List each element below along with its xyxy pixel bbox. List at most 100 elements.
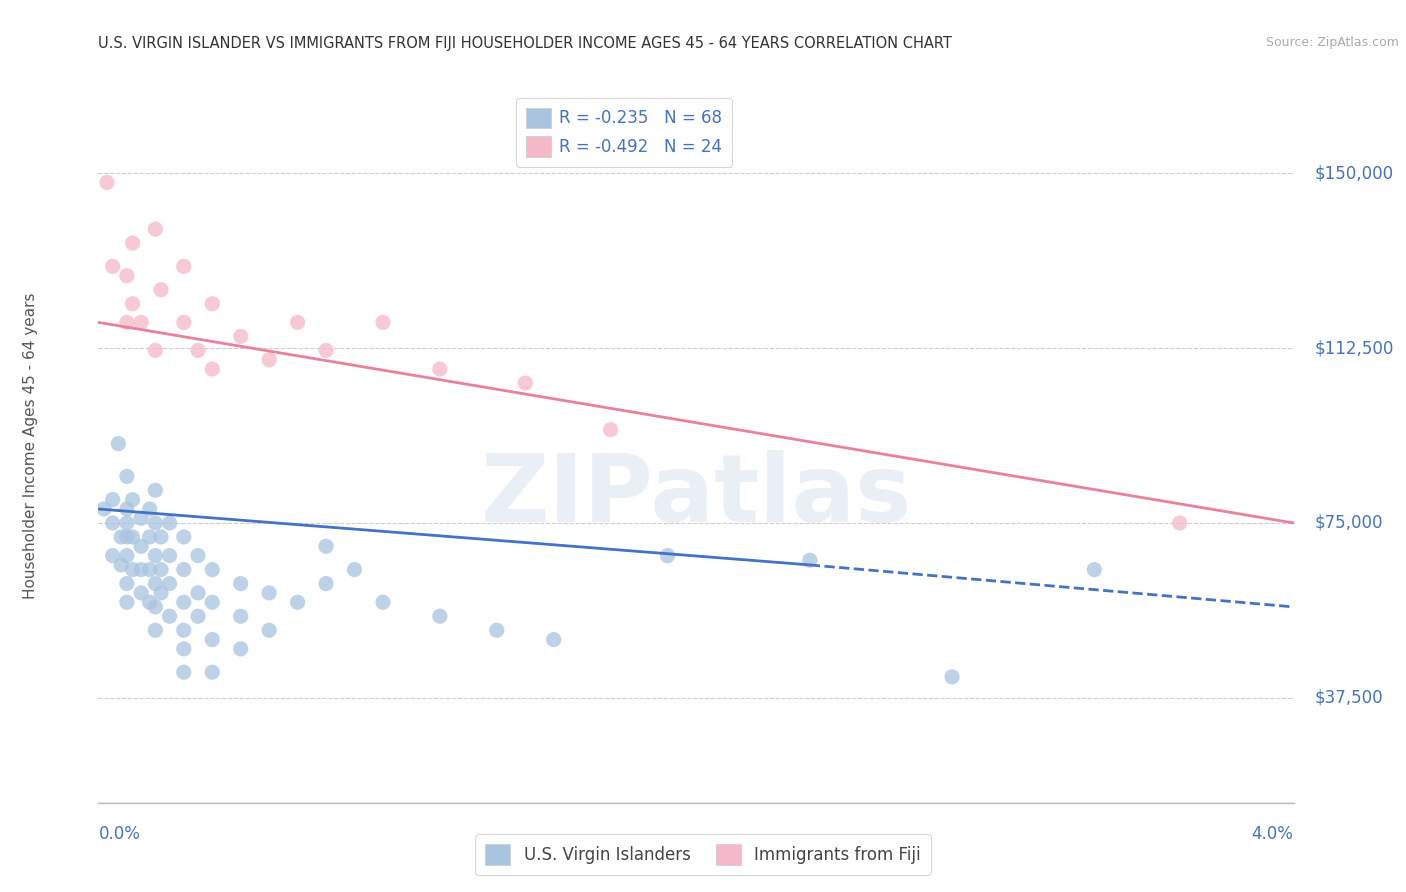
Point (138, 595, 160, 609)
Point (187, 586, 209, 600)
Point (187, 609, 209, 624)
Point (187, 549, 209, 563)
Point (201, 297, 224, 311)
Point (657, 549, 679, 563)
Point (101, 516, 124, 530)
Point (371, 315, 394, 329)
Point (543, 632, 565, 647)
Point (115, 576, 138, 591)
Point (129, 586, 152, 600)
Point (173, 624, 195, 638)
Point (121, 236, 143, 251)
Legend: R = -0.235   N = 68, R = -0.492   N = 24: R = -0.235 N = 68, R = -0.492 N = 24 (516, 97, 733, 167)
Text: $75,000: $75,000 (1315, 514, 1384, 532)
Point (187, 343, 209, 358)
Point (315, 539, 337, 553)
Point (229, 609, 252, 624)
Text: ZIPatlas: ZIPatlas (481, 450, 911, 542)
Point (101, 549, 124, 563)
Point (143, 549, 166, 563)
Point (257, 624, 280, 638)
Legend: U.S. Virgin Islanders, Immigrants from Fiji: U.S. Virgin Islanders, Immigrants from F… (475, 834, 931, 875)
Text: $112,500: $112,500 (1315, 339, 1393, 357)
Point (143, 222, 166, 236)
Point (107, 436, 129, 450)
Point (150, 530, 173, 544)
Point (138, 563, 160, 577)
Point (257, 352, 280, 367)
Point (1168, 516, 1191, 530)
Point (485, 624, 508, 638)
Point (115, 502, 138, 516)
Point (110, 558, 132, 572)
Point (150, 586, 173, 600)
Point (129, 563, 152, 577)
Point (150, 283, 173, 297)
Point (343, 563, 366, 577)
Point (201, 362, 224, 376)
Point (429, 609, 451, 624)
Point (229, 329, 252, 343)
Point (115, 549, 138, 563)
Text: U.S. VIRGIN ISLANDER VS IMMIGRANTS FROM FIJI HOUSEHOLDER INCOME AGES 45 - 64 YEA: U.S. VIRGIN ISLANDER VS IMMIGRANTS FROM … (98, 36, 952, 51)
Point (129, 511, 152, 525)
Point (201, 665, 224, 680)
Point (110, 530, 132, 544)
Point (201, 632, 224, 647)
Point (229, 576, 252, 591)
Point (138, 530, 160, 544)
Point (315, 343, 337, 358)
Point (159, 549, 181, 563)
Point (159, 516, 181, 530)
Point (121, 297, 143, 311)
Point (121, 530, 143, 544)
Point (173, 641, 195, 656)
Point (143, 599, 166, 614)
Point (799, 553, 821, 567)
Point (371, 595, 394, 609)
Point (129, 539, 152, 553)
Point (173, 315, 195, 329)
Point (159, 609, 181, 624)
Point (941, 670, 963, 684)
Text: Householder Income Ages 45 - 64 years: Householder Income Ages 45 - 64 years (24, 293, 38, 599)
Point (121, 563, 143, 577)
Point (93, 502, 115, 516)
Point (143, 483, 166, 498)
Point (143, 576, 166, 591)
Point (173, 595, 195, 609)
Point (173, 665, 195, 680)
Point (101, 492, 124, 507)
Point (143, 624, 166, 638)
Point (599, 423, 621, 437)
Point (115, 268, 138, 283)
Text: 4.0%: 4.0% (1251, 825, 1294, 843)
Text: Source: ZipAtlas.com: Source: ZipAtlas.com (1265, 36, 1399, 49)
Point (96, 176, 118, 190)
Point (115, 530, 138, 544)
Point (287, 595, 309, 609)
Point (159, 576, 181, 591)
Point (173, 530, 195, 544)
Point (201, 563, 224, 577)
Point (257, 586, 280, 600)
Text: $150,000: $150,000 (1315, 164, 1393, 182)
Point (287, 315, 309, 329)
Point (129, 315, 152, 329)
Point (201, 595, 224, 609)
Point (121, 492, 143, 507)
Point (515, 376, 537, 390)
Point (315, 576, 337, 591)
Point (138, 502, 160, 516)
Text: 0.0%: 0.0% (98, 825, 141, 843)
Point (173, 260, 195, 274)
Point (143, 516, 166, 530)
Point (115, 469, 138, 483)
Point (115, 595, 138, 609)
Point (101, 260, 124, 274)
Text: $37,500: $37,500 (1315, 689, 1384, 706)
Point (143, 343, 166, 358)
Point (150, 563, 173, 577)
Point (173, 563, 195, 577)
Point (229, 641, 252, 656)
